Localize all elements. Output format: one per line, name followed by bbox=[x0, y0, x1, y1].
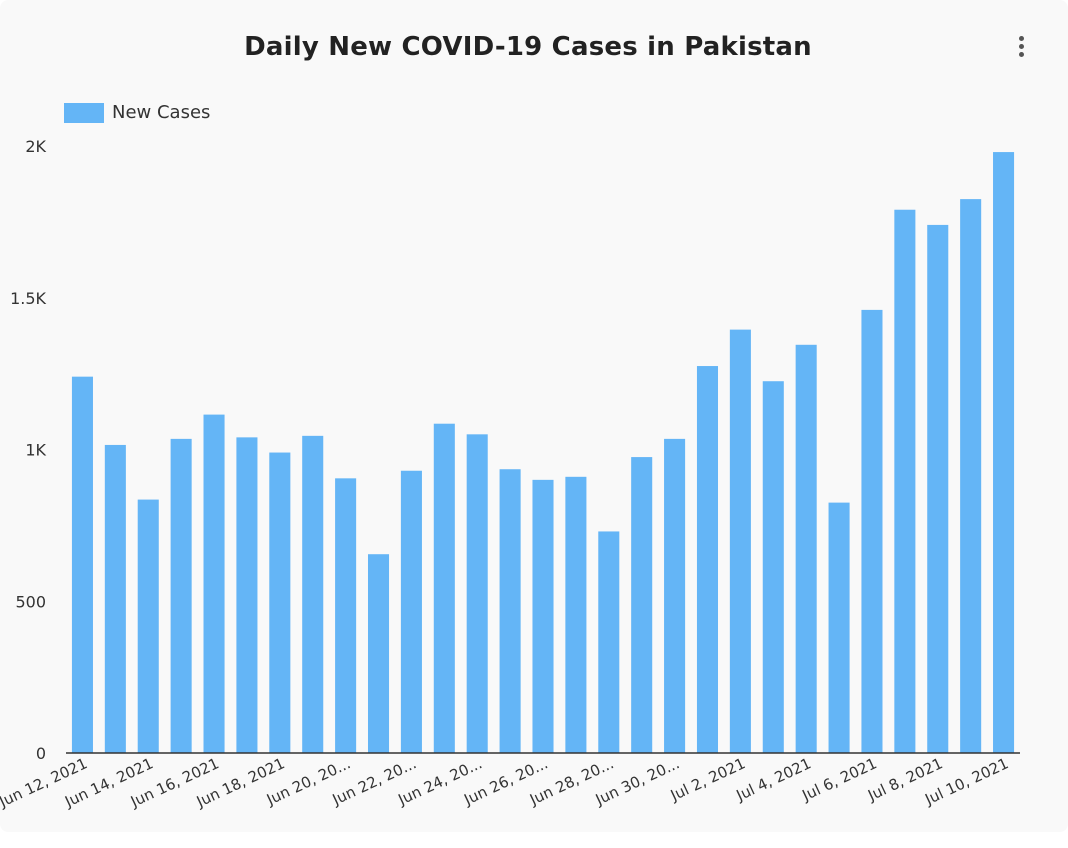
bar[interactable] bbox=[696, 366, 719, 753]
y-tick-label: 2K bbox=[25, 137, 46, 156]
bar[interactable] bbox=[993, 152, 1015, 753]
bar[interactable] bbox=[71, 376, 93, 753]
x-tick-label: Jul 4, 2021 bbox=[733, 754, 814, 805]
bar[interactable] bbox=[631, 457, 653, 753]
bars bbox=[71, 152, 1015, 754]
bar[interactable] bbox=[532, 479, 554, 753]
chart-title: Daily New COVID-19 Cases in Pakistan bbox=[244, 32, 812, 62]
bar[interactable] bbox=[104, 444, 126, 753]
bar[interactable] bbox=[137, 499, 159, 753]
y-axis: 0 500 1K 1.5K 2K bbox=[10, 137, 46, 763]
bar[interactable] bbox=[433, 423, 455, 753]
bar[interactable] bbox=[861, 309, 883, 753]
bar[interactable] bbox=[960, 199, 982, 754]
bar[interactable] bbox=[795, 344, 817, 753]
x-tick-label: Jul 2, 2021 bbox=[667, 754, 748, 805]
bar[interactable] bbox=[565, 476, 587, 753]
y-tick-label: 1.5K bbox=[10, 289, 46, 308]
legend: New Cases bbox=[64, 102, 210, 123]
bar[interactable] bbox=[729, 329, 751, 753]
bar[interactable] bbox=[664, 438, 686, 753]
legend-swatch bbox=[64, 102, 104, 123]
x-tick-label: Jul 6, 2021 bbox=[799, 754, 880, 805]
bar[interactable] bbox=[203, 414, 225, 753]
bar[interactable] bbox=[400, 470, 422, 753]
bar[interactable] bbox=[762, 381, 784, 753]
bar[interactable] bbox=[236, 437, 258, 753]
bar[interactable] bbox=[367, 554, 390, 753]
y-tick-label: 1K bbox=[25, 441, 46, 460]
bar[interactable] bbox=[302, 435, 324, 753]
y-tick-label: 0 bbox=[36, 744, 46, 763]
legend-label-new-cases: New Cases bbox=[112, 102, 211, 123]
more-options-icon[interactable] bbox=[1006, 30, 1036, 62]
bar[interactable] bbox=[499, 469, 521, 753]
bar[interactable] bbox=[598, 531, 620, 753]
bar[interactable] bbox=[828, 502, 850, 753]
bar[interactable] bbox=[335, 478, 357, 753]
y-tick-label: 500 bbox=[15, 592, 46, 611]
bar[interactable] bbox=[894, 209, 916, 754]
bar[interactable] bbox=[269, 452, 291, 753]
bar[interactable] bbox=[927, 224, 949, 753]
bar[interactable] bbox=[170, 438, 192, 753]
bar[interactable] bbox=[466, 434, 488, 753]
